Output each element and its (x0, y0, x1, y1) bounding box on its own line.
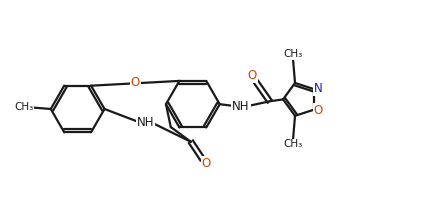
Text: CH₃: CH₃ (14, 102, 33, 112)
Text: NH: NH (137, 116, 155, 129)
Text: NH: NH (232, 100, 250, 113)
Text: O: O (131, 76, 140, 89)
Text: N: N (314, 82, 322, 95)
Text: O: O (201, 157, 211, 170)
Text: O: O (248, 69, 257, 82)
Text: CH₃: CH₃ (283, 139, 303, 150)
Text: CH₃: CH₃ (283, 49, 303, 59)
Text: O: O (314, 104, 323, 117)
